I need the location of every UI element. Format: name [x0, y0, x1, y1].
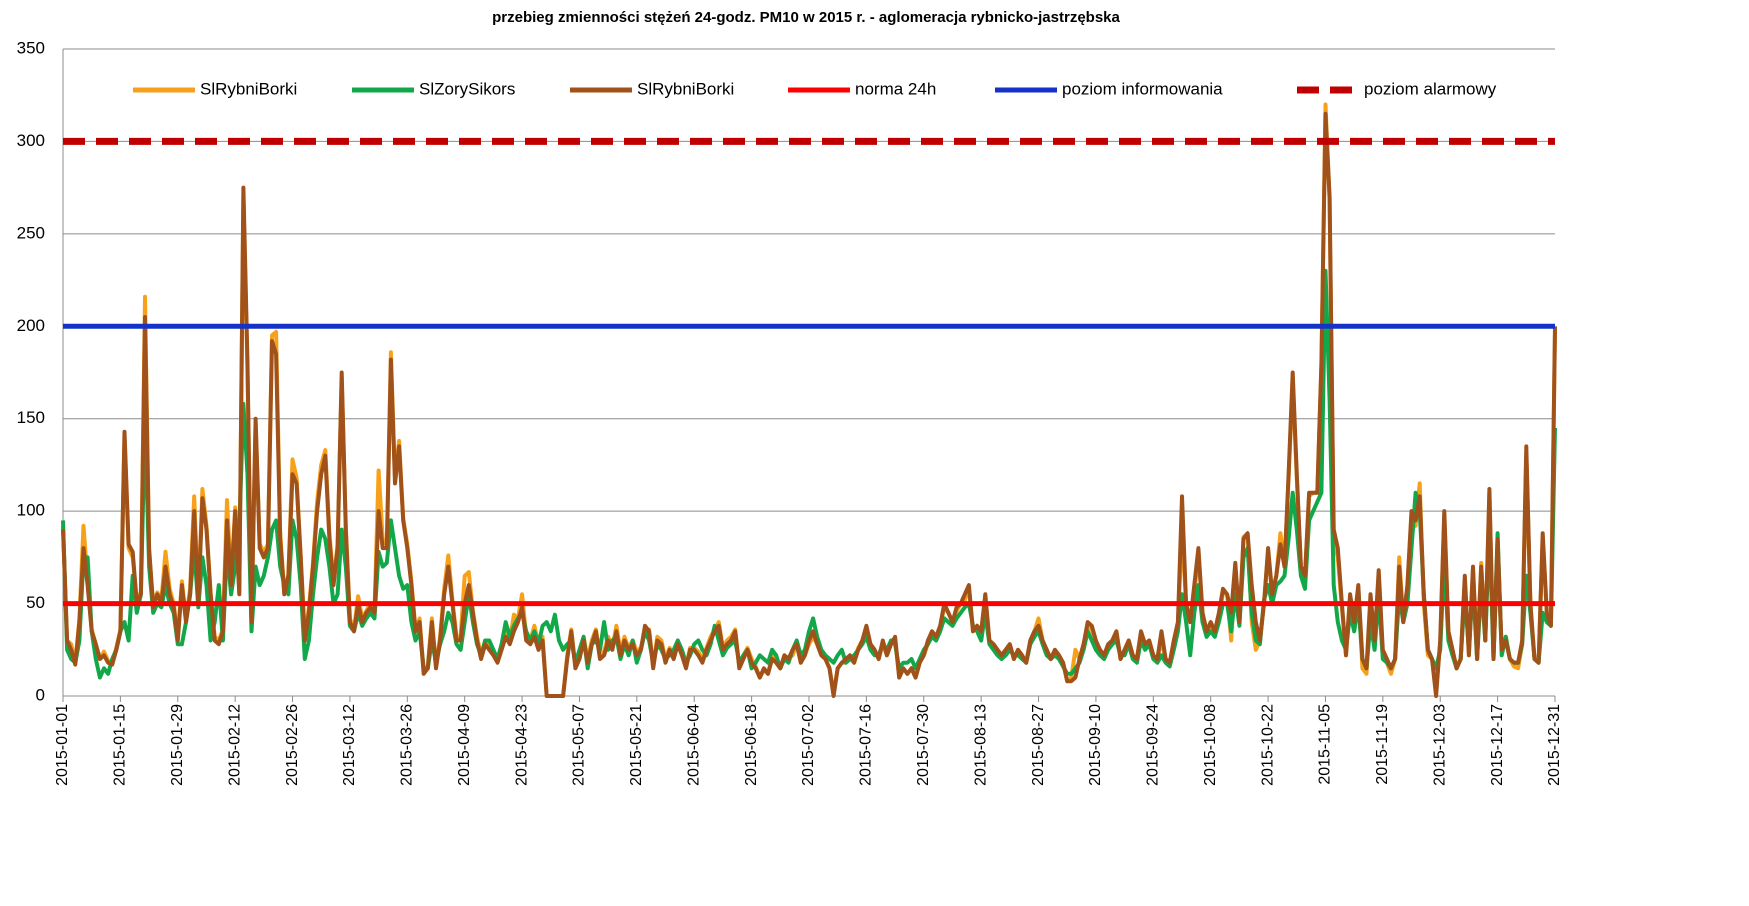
- x-tick-label: 2015-02-26: [284, 704, 301, 786]
- x-tick-label: 2015-05-21: [628, 704, 645, 786]
- legend-label: SlZorySikors: [419, 79, 515, 98]
- x-tick-label: 2015-11-19: [1374, 704, 1391, 785]
- legend-label: poziom informowania: [1062, 79, 1223, 98]
- x-tick-label: 2015-08-27: [1030, 704, 1047, 786]
- y-tick-label: 0: [36, 685, 45, 704]
- x-tick-label: 2015-09-10: [1087, 704, 1104, 786]
- y-tick-label: 350: [17, 38, 45, 57]
- x-tick-label: 2015-12-31: [1546, 704, 1563, 786]
- legend-label: norma 24h: [855, 79, 936, 98]
- data-line: [61, 111, 1557, 698]
- x-tick-label: 2015-11-05: [1317, 704, 1334, 785]
- x-tick-label: 2015-04-09: [456, 704, 473, 786]
- x-tick-label: 2015-07-30: [915, 704, 932, 786]
- x-tick-label: 2015-01-15: [112, 704, 129, 786]
- x-tick-label: 2015-01-29: [169, 704, 186, 786]
- x-tick-label: 2015-06-18: [743, 704, 760, 786]
- x-tick-label: 2015-10-22: [1259, 704, 1276, 786]
- y-tick-label: 200: [17, 316, 45, 335]
- legend-label: poziom alarmowy: [1364, 79, 1497, 98]
- x-tick-label: 2015-01-01: [54, 704, 71, 786]
- x-tick-label: 2015-10-08: [1202, 704, 1219, 786]
- x-tick-label: 2015-07-02: [800, 704, 817, 786]
- chart-title: przebieg zmienności stężeń 24-godz. PM10…: [492, 9, 1120, 26]
- x-tick-label: 2015-06-04: [685, 704, 702, 786]
- x-tick-label: 2015-02-12: [226, 704, 243, 786]
- x-tick-label: 2015-05-07: [571, 704, 588, 786]
- y-tick-label: 150: [17, 408, 45, 427]
- y-tick-label: 250: [17, 223, 45, 242]
- x-tick-label: 2015-09-24: [1145, 704, 1162, 786]
- x-tick-label: 2015-03-12: [341, 704, 358, 786]
- x-tick-label: 2015-03-26: [399, 704, 416, 786]
- legend-label: SlRybniBorki: [200, 79, 297, 98]
- legend-label: SlRybniBorki: [637, 79, 734, 98]
- x-tick-label: 2015-04-23: [513, 704, 530, 786]
- y-tick-label: 100: [17, 501, 45, 520]
- x-tick-label: 2015-12-03: [1431, 704, 1448, 786]
- y-tick-label: 300: [17, 131, 45, 150]
- x-tick-label: 2015-07-16: [858, 704, 875, 786]
- y-tick-label: 50: [26, 593, 45, 612]
- x-tick-label: 2015-08-13: [972, 704, 989, 786]
- x-tick-label: 2015-12-17: [1489, 704, 1506, 786]
